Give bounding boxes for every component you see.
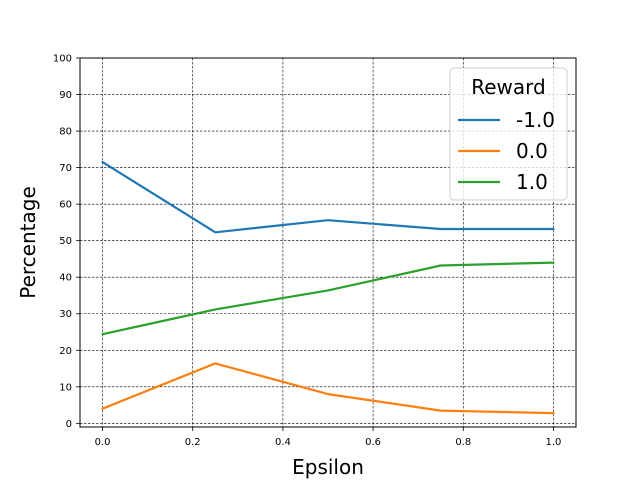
- y-tick-label: 0: [66, 419, 72, 430]
- x-tick-label: 0.6: [365, 437, 381, 448]
- legend-label: 1.0: [516, 170, 548, 194]
- x-tick-label: 0.4: [275, 437, 291, 448]
- y-tick-label: 30: [59, 309, 72, 320]
- x-tick-label: 0.2: [185, 437, 201, 448]
- x-tick-label: 1.0: [546, 437, 562, 448]
- y-tick-label: 10: [59, 382, 72, 393]
- y-tick-label: 60: [59, 200, 72, 211]
- y-axis-label: Percentage: [16, 186, 40, 299]
- y-axis-ticks: 0 10 20 30 40 50 60 70 80 90 100: [53, 54, 80, 430]
- y-tick-label: 90: [59, 90, 72, 101]
- series-lines: [101, 161, 555, 415]
- y-tick-label: 80: [59, 127, 72, 138]
- y-tick-label: 40: [59, 273, 72, 284]
- series-line-0.0: [101, 362, 555, 415]
- legend-label: 0.0: [516, 139, 548, 163]
- x-tick-label: 0.0: [95, 437, 111, 448]
- y-tick-label: 20: [59, 346, 72, 357]
- y-tick-label: 70: [59, 163, 72, 174]
- x-axis-label: Epsilon: [292, 455, 364, 479]
- legend-label: -1.0: [516, 108, 555, 132]
- legend-title: Reward: [471, 75, 545, 99]
- y-tick-label: 100: [53, 54, 72, 65]
- y-tick-label: 50: [59, 236, 72, 247]
- x-axis-ticks: 0.0 0.2 0.4 0.6 0.8 1.0: [95, 427, 562, 448]
- series-line-1.0: [101, 261, 555, 336]
- series-line--1.0: [101, 161, 555, 234]
- legend-items: -1.0 0.0 1.0: [458, 108, 555, 194]
- legend: Reward -1.0 0.0 1.0: [449, 67, 568, 201]
- legend-box: [449, 67, 568, 201]
- plot-frame: [79, 57, 577, 428]
- x-tick-label: 0.8: [455, 437, 471, 448]
